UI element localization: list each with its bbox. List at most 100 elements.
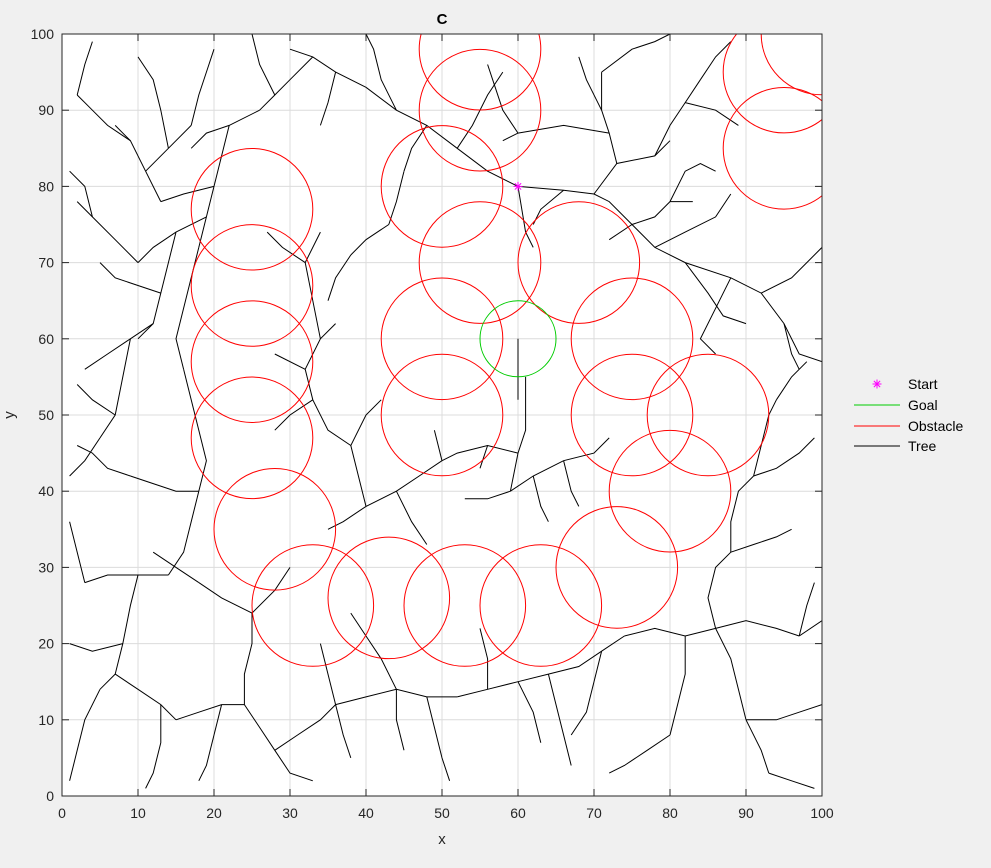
x-tick-label: 100	[810, 805, 834, 821]
legend-obstacle-label: Obstacle	[908, 418, 963, 434]
tree-edge	[167, 491, 200, 576]
tree-edge	[160, 185, 215, 203]
tree-edge	[760, 247, 822, 294]
tree-edge	[99, 262, 161, 294]
tree-edge	[532, 475, 549, 522]
tree-edge	[289, 48, 367, 88]
tree-edge	[730, 475, 754, 553]
tree-edge	[251, 34, 276, 96]
x-tick-label: 70	[586, 805, 602, 821]
obstacle-circle	[722, 87, 822, 210]
x-axis-label: x	[438, 831, 446, 848]
tree-edge	[388, 171, 405, 225]
tree-edge	[319, 71, 337, 126]
tree-edge	[99, 338, 131, 439]
obstacle-circle	[418, 34, 542, 111]
x-tick-label: 30	[282, 805, 298, 821]
tree-edge	[433, 430, 443, 461]
y-tick-label: 90	[38, 102, 54, 118]
tree-edge	[745, 719, 770, 774]
chart-title: C	[437, 11, 448, 28]
tree-edge	[190, 49, 215, 126]
legend-item-start: Start	[872, 376, 938, 392]
axis-ticks: 0 10 20 30 40 50 60 70 80 90 100 0 10 20 30 40 50 60 70 80 9…	[31, 26, 834, 821]
tree-edge	[517, 186, 534, 248]
start-series	[513, 181, 523, 191]
tree-edge	[69, 643, 123, 652]
tree-edge	[114, 125, 162, 202]
y-tick-label: 80	[38, 178, 54, 194]
tree-edge	[502, 124, 610, 142]
tree-edge	[684, 262, 747, 325]
tree-edge	[69, 689, 101, 781]
tree-edge	[198, 582, 253, 614]
legend-item-tree: Tree	[854, 438, 936, 454]
tree-edge	[715, 628, 747, 720]
y-tick-label: 50	[38, 407, 54, 423]
obstacle-circle	[570, 277, 694, 401]
tree-edge	[783, 323, 800, 370]
tree-edge	[76, 41, 93, 96]
tree-edge	[76, 384, 116, 416]
tree-edge	[654, 79, 701, 157]
obstacle-circle	[190, 224, 314, 347]
y-tick-label: 40	[38, 483, 54, 499]
tree-edge	[395, 490, 428, 545]
x-tick-label: 40	[358, 805, 374, 821]
legend-start-label: Start	[908, 376, 938, 392]
tree-edge	[753, 437, 815, 477]
tree-edge	[84, 574, 169, 584]
tree-edge	[327, 254, 352, 301]
obstacle-series	[190, 34, 822, 667]
tree-edge	[464, 490, 511, 500]
tree-edge	[304, 323, 352, 446]
tree-edge	[76, 445, 131, 477]
y-tick-label: 20	[38, 636, 54, 652]
tree-edge	[327, 460, 443, 530]
tree-edge	[365, 635, 397, 690]
tree-edge	[137, 216, 207, 263]
tree-edge	[69, 437, 101, 477]
tree-edge	[608, 734, 671, 774]
y-tick-label: 100	[31, 26, 55, 42]
tree-edge	[76, 201, 139, 263]
star-stroke	[514, 182, 522, 190]
legend-start-marker	[872, 379, 882, 389]
tree-edge	[145, 704, 162, 789]
x-tick-label: 20	[206, 805, 222, 821]
tree-edge	[395, 689, 405, 751]
tree-edge	[669, 162, 716, 202]
tree-edge	[593, 140, 671, 195]
obstacle-circle	[570, 353, 694, 477]
tree-edge	[441, 444, 519, 462]
tree-edge	[274, 704, 336, 751]
tree-edge	[798, 582, 815, 637]
tree-edge	[768, 772, 815, 789]
obstacle-circle	[380, 277, 504, 401]
obstacle-circle	[555, 506, 679, 629]
tree-edge	[304, 231, 321, 339]
tree-edge	[685, 102, 739, 126]
tree-edge	[707, 551, 732, 629]
obstacle-circle	[403, 544, 527, 667]
tree-edge	[76, 94, 131, 142]
tree-edge	[183, 369, 207, 492]
tree-edge	[190, 109, 260, 149]
tree-edge	[69, 521, 86, 583]
obstacle-circle	[327, 536, 451, 660]
obstacle-circle	[418, 201, 542, 324]
tree-edge	[365, 86, 519, 187]
obstacle-circle	[479, 544, 603, 667]
tree-edge	[114, 673, 177, 721]
obstacle-circle	[608, 429, 732, 553]
tree-edge	[365, 34, 397, 111]
start-marker	[513, 181, 523, 191]
legend-item-obstacle: Obstacle	[854, 418, 963, 434]
obstacle-circle	[190, 147, 314, 271]
tree-edge	[547, 673, 572, 766]
x-tick-label: 80	[662, 805, 678, 821]
tree-edge	[517, 681, 542, 743]
obstacle-circle	[722, 34, 822, 134]
tree-edge	[746, 704, 822, 721]
